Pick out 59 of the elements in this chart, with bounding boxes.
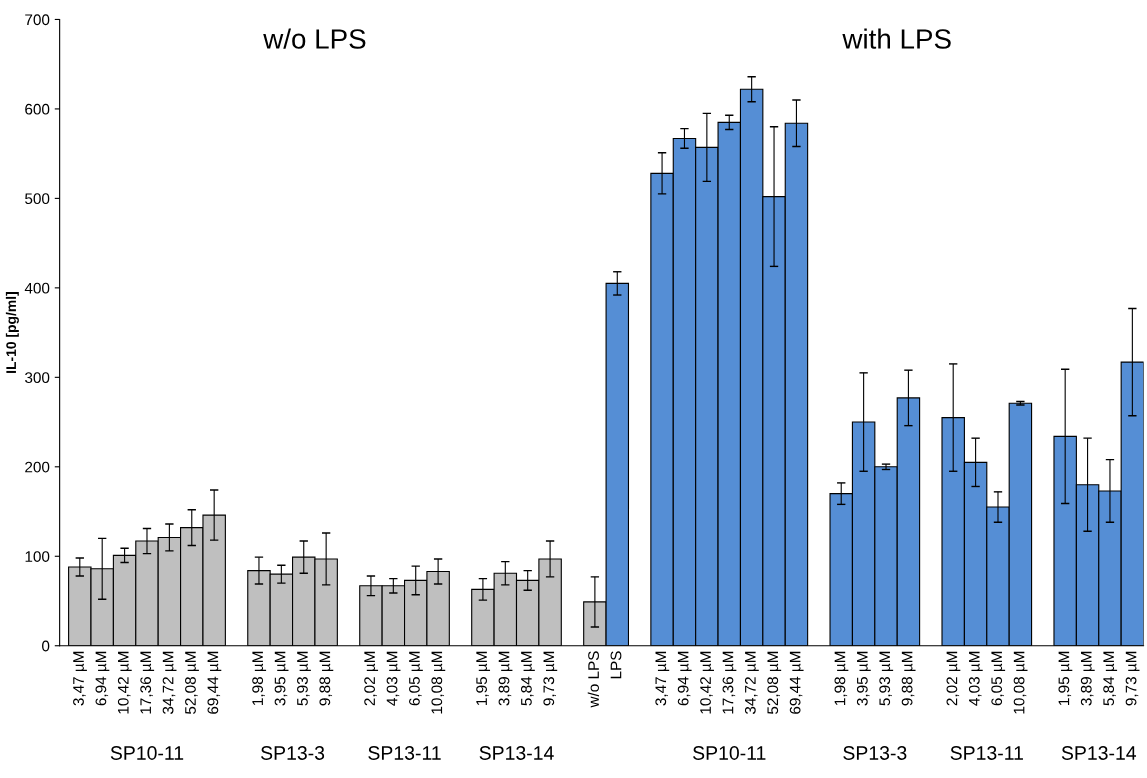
x-tick-label: LPS [610, 651, 622, 679]
x-tick-label: 6,05 µM [409, 651, 423, 706]
x-tick-label: 10,08 µM [431, 651, 446, 714]
x-tick-label: 34,72 µM [744, 651, 759, 715]
x-tick-label: 10,42 µM [700, 651, 714, 714]
x-tick-label: 10,42 µM [117, 651, 132, 714]
y-tick-label: 500 [25, 193, 50, 205]
x-tick-label: 1,98 µM [834, 651, 849, 705]
annotation: with LPS [842, 28, 951, 49]
x-tick-label: 52,08 µM [185, 651, 199, 714]
x-tick-label: 2,02 µM [364, 651, 379, 706]
x-tick-label: 3,89 µM [498, 651, 513, 706]
text: SP13-14 [479, 746, 554, 760]
x-tick-label: 5,84 µM [1103, 651, 1118, 706]
y-tick-label: 300 [25, 372, 50, 384]
x-tick-label: 5,93 µM [879, 651, 894, 706]
y-tick-label: 600 [25, 103, 50, 115]
x-tick-label: 9,73 µM [1125, 651, 1140, 706]
x-tick-label: 1,95 µM [1058, 651, 1073, 705]
x-tick-label: 17,36 µM [140, 651, 155, 714]
text: SP13-11 [950, 746, 1023, 760]
y-tick-label: 400 [24, 282, 50, 294]
x-tick-label: 3,47 µM [73, 651, 87, 706]
y-tick-label: 100 [25, 551, 50, 562]
x-tick-label: 3,95 µM [274, 651, 289, 706]
x-tick-label: 69,44 µM [789, 651, 804, 714]
x-tick-label: 5,84 µM [520, 651, 535, 706]
x-tick-label: 3,95 µM [856, 651, 871, 706]
annotation: w/o LPS [263, 28, 366, 49]
text: SP13-11 [368, 746, 441, 760]
x-tick-label: 3,47 µM [655, 651, 670, 706]
x-tick-label: 69,44 µM [207, 651, 222, 714]
x-tick-label: 17,36 µM [722, 651, 737, 714]
x-tick-label: 5,93 µM [297, 651, 311, 706]
x-tick-label: 9,88 µM [319, 651, 334, 706]
y-axis-title: IL-10 [pg/ml] [5, 292, 19, 373]
x-tick-label: 9,73 µM [543, 651, 558, 706]
x-tick-label: 6,94 µM [95, 651, 110, 706]
text: SP10-11 [110, 746, 184, 760]
x-tick-label: 9,88 µM [901, 651, 916, 706]
x-tick-label: 52,08 µM [767, 651, 782, 714]
x-tick-label: 34,72 µM [162, 651, 177, 715]
x-tick-label: 1,98 µM [252, 651, 267, 705]
x-tick-label: 4,03 µM [968, 651, 983, 706]
text: SP13-14 [1061, 746, 1137, 760]
y-tick-label: 0 [42, 640, 50, 652]
x-tick-label: 2,02 µM [946, 651, 961, 706]
x-tick-label: 6,94 µM [677, 651, 692, 706]
x-tick-label: w/o LPS [587, 651, 599, 708]
x-tick-label: 3,89 µM [1080, 651, 1095, 706]
y-tick-label: 200 [25, 461, 50, 473]
x-tick-label: 1,95 µM [476, 651, 491, 705]
x-tick-label: 6,05 µM [991, 651, 1006, 706]
text: SP13-3 [843, 746, 907, 760]
x-tick-label: 4,03 µM [386, 651, 401, 706]
y-tick-label: 700 [25, 14, 50, 26]
text: SP10-11 [693, 746, 766, 760]
text: SP13-3 [261, 746, 325, 760]
x-tick-label: 10,08 µM [1013, 651, 1028, 714]
